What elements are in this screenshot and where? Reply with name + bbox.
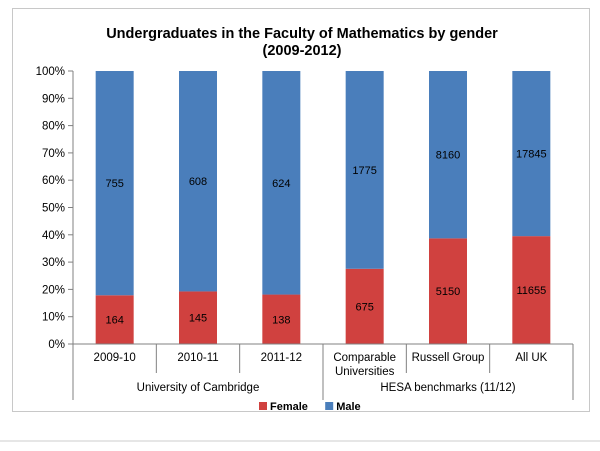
x-category-label: Universities <box>335 366 395 378</box>
bar-male <box>429 71 467 239</box>
chart-subtitle: (2009-2012) <box>263 43 342 59</box>
x-group-label: University of Cambridge <box>137 382 260 394</box>
y-tick-label: 10% <box>42 312 65 324</box>
bar-female <box>179 291 217 344</box>
bar-male <box>262 71 301 295</box>
bar-female <box>429 238 467 344</box>
legend: Female Male <box>259 401 361 413</box>
y-tick-label: 90% <box>42 93 65 105</box>
chart-title: Undergraduates in the Faculty of Mathema… <box>106 26 498 42</box>
x-category-label: Russell Group <box>412 352 485 364</box>
y-tick-label: 30% <box>42 257 65 269</box>
data-label-male: 624 <box>272 178 290 190</box>
data-label-female: 138 <box>272 314 290 326</box>
x-category-label: 2009-10 <box>94 352 136 364</box>
y-tick-label: 60% <box>42 175 65 187</box>
data-label-male: 8160 <box>436 150 460 162</box>
y-tick-label: 50% <box>42 203 65 215</box>
bar-male <box>512 71 551 237</box>
data-label-male: 755 <box>105 178 123 190</box>
y-tick-label: 80% <box>42 121 65 133</box>
legend-swatch-male <box>325 402 334 410</box>
y-tick-label: 70% <box>42 148 65 160</box>
legend-label-female: Female <box>270 401 308 413</box>
data-label-male: 17845 <box>516 149 547 161</box>
x-category-label: Comparable <box>333 352 396 364</box>
y-axis: 0% 10% 20% 30% 40% 50% 60% 70% 80% 90% 100% <box>36 66 74 351</box>
y-tick-label: 20% <box>42 284 65 296</box>
x-category-label: 2010-11 <box>177 352 218 364</box>
data-label-female: 5150 <box>436 286 460 298</box>
data-label-male: 608 <box>189 176 207 188</box>
data-label-female: 164 <box>105 315 123 327</box>
chart-frame: Undergraduates in the Faculty of Mathema… <box>12 8 590 413</box>
x-category-label: All UK <box>515 352 547 364</box>
x-axis: 2009-10 2010-11 2011-12 Comparable Universit… <box>72 343 574 400</box>
bar-female <box>512 236 551 344</box>
legend-label-male: Male <box>336 401 360 413</box>
y-tick-label: 100% <box>36 66 65 78</box>
legend-swatch-female <box>259 402 267 410</box>
bars: 164 755 145 608 138 624 675 1775 5150 8160 11655 17… <box>95 71 551 344</box>
page-divider <box>0 440 600 442</box>
chart-svg: Undergraduates in the Faculty of Mathema… <box>36 26 574 413</box>
x-category-label: 2011-12 <box>261 352 302 364</box>
bar-male <box>95 71 134 296</box>
bar-male <box>179 71 217 292</box>
data-label-male: 1775 <box>352 165 376 177</box>
x-group-label: HESA benchmarks (11/12) <box>380 382 515 394</box>
bar-female <box>95 295 134 344</box>
data-label-female: 11655 <box>516 285 546 297</box>
bar-male <box>345 71 384 269</box>
data-label-female: 675 <box>355 301 373 313</box>
data-label-female: 145 <box>189 313 207 325</box>
y-tick-label: 0% <box>48 339 65 351</box>
bar-female <box>262 294 301 344</box>
y-tick-label: 40% <box>42 230 65 242</box>
bar-female <box>345 268 384 344</box>
